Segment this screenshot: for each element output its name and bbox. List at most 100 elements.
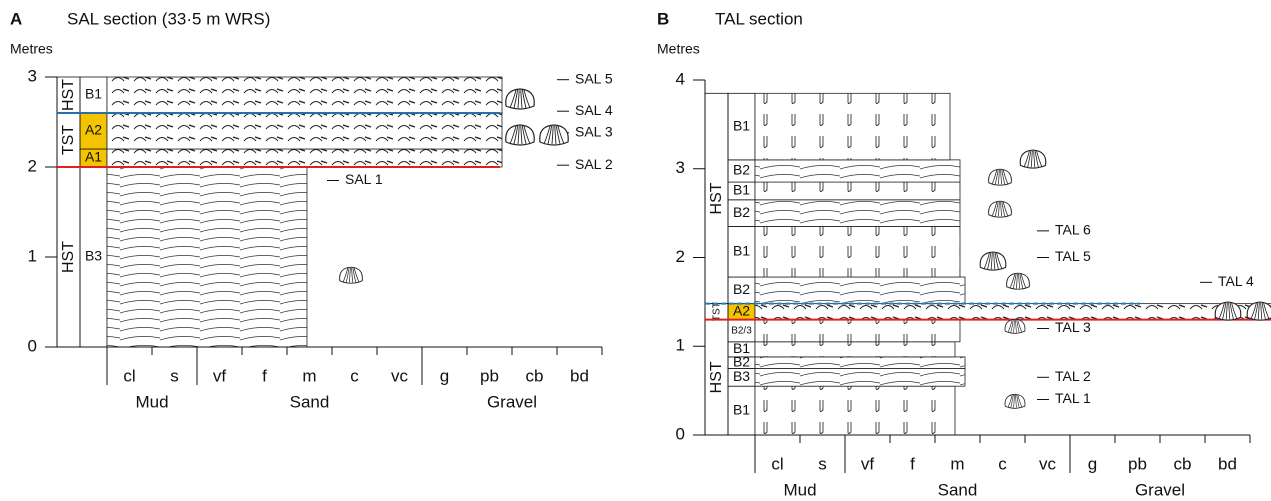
y-axis-label: Metres xyxy=(657,41,700,57)
shell-outline xyxy=(979,251,1007,271)
grain-size-label: f xyxy=(910,454,915,473)
shell-rib xyxy=(509,125,517,145)
unit-label: A1 xyxy=(85,149,102,165)
shell-rib xyxy=(1007,319,1013,333)
grain-size-label: pb xyxy=(480,366,499,385)
shell-rib xyxy=(345,267,350,283)
lithology-fill xyxy=(755,303,1271,320)
panel-letter: B xyxy=(657,9,669,28)
grain-size-label: vc xyxy=(1039,454,1057,473)
shell-rib xyxy=(991,169,998,185)
y-tick-label: 1 xyxy=(676,336,685,355)
shell-rib xyxy=(353,267,360,283)
lithology-fill xyxy=(107,149,502,167)
lithology-fill xyxy=(755,386,955,435)
shell-rib xyxy=(1013,319,1015,333)
tract-label: HST xyxy=(708,182,725,214)
grain-group-label: Mud xyxy=(783,480,816,499)
unit-label: B2 xyxy=(733,162,750,178)
sample-label: TAL 4 xyxy=(1218,273,1254,289)
grain-size-label: c xyxy=(998,454,1007,473)
shell-outline xyxy=(1214,301,1242,321)
shell-icon xyxy=(988,200,1012,218)
grain-size-label: cl xyxy=(771,454,783,473)
shell-rib xyxy=(1030,150,1033,168)
grain-size-label: bd xyxy=(570,366,589,385)
shell-rib xyxy=(520,89,523,109)
y-tick-label: 3 xyxy=(28,66,37,85)
lithology-fill xyxy=(107,167,307,347)
shell-rib xyxy=(990,252,993,270)
shell-rib xyxy=(1018,273,1020,289)
shell-rib xyxy=(1017,319,1023,333)
grain-size-label: m xyxy=(302,366,316,385)
shell-rib xyxy=(352,267,357,283)
shell-rib xyxy=(349,267,351,283)
panel-title: SAL section (33·5 m WRS) xyxy=(67,9,270,28)
sample-label: TAL 1 xyxy=(1055,390,1091,406)
lithology-fill xyxy=(107,77,502,113)
shell-rib xyxy=(1254,302,1259,320)
unit-label: B1 xyxy=(85,86,102,102)
grain-size-label: bd xyxy=(1218,454,1237,473)
sample-label: SAL 5 xyxy=(575,70,613,86)
unit-label: B1 xyxy=(733,117,750,133)
lithology-fill xyxy=(755,277,965,304)
shell-outline xyxy=(988,168,1012,186)
tract-label: HST xyxy=(60,79,77,111)
shell-rib xyxy=(520,125,523,145)
sample-label: SAL 4 xyxy=(575,102,613,118)
shell-rib xyxy=(991,201,998,217)
shell-rib xyxy=(342,267,349,283)
shell-rib xyxy=(993,252,996,270)
shell-rib xyxy=(994,201,999,217)
shell-outline xyxy=(1004,393,1026,409)
shell-rib xyxy=(1228,302,1231,320)
unit-label: B2 xyxy=(733,204,750,220)
shell-rib xyxy=(1019,273,1024,289)
shell-rib xyxy=(554,125,557,145)
grain-size-label: cb xyxy=(526,366,544,385)
unit-box xyxy=(79,166,108,348)
shell-rib xyxy=(1023,150,1030,168)
shell-rib xyxy=(1250,302,1257,320)
grain-size-label: f xyxy=(262,366,267,385)
panel-title: TAL section xyxy=(715,9,803,28)
sample-label: SAL 3 xyxy=(575,124,613,140)
shell-rib xyxy=(1002,201,1009,217)
shell-icon xyxy=(339,266,363,284)
lithology-fill xyxy=(755,319,960,342)
y-tick-label: 2 xyxy=(28,156,37,175)
shell-rib xyxy=(1000,169,1002,185)
lithology-fill xyxy=(755,341,955,357)
sample-label: TAL 6 xyxy=(1055,222,1091,238)
shell-rib xyxy=(1016,394,1020,408)
y-tick-label: 4 xyxy=(676,69,685,88)
shell-rib xyxy=(557,125,565,145)
shell-icon xyxy=(1004,393,1026,409)
shell-outline xyxy=(505,124,535,146)
shell-rib xyxy=(513,89,519,109)
tract-label: HST xyxy=(60,241,77,273)
lithology-fill xyxy=(755,226,960,278)
shell-rib xyxy=(1017,394,1023,408)
sample-label: TAL 3 xyxy=(1055,319,1091,335)
grain-group-label: Sand xyxy=(290,392,330,411)
shell-icon xyxy=(979,251,1007,271)
shell-rib xyxy=(1036,150,1043,168)
shell-rib xyxy=(1016,319,1020,333)
unit-label: B1 xyxy=(733,242,750,258)
shell-rib xyxy=(1218,302,1225,320)
unit-label: B1 xyxy=(733,340,750,356)
unit-label: B2 xyxy=(733,281,750,297)
grain-size-label: g xyxy=(1088,454,1097,473)
unit-label: B3 xyxy=(733,368,750,384)
unit-box xyxy=(79,76,108,114)
grain-size-label: vf xyxy=(213,366,227,385)
shell-icon xyxy=(1019,149,1047,169)
shell-rib xyxy=(1001,201,1006,217)
unit-label: A2 xyxy=(85,122,102,138)
shell-rib xyxy=(1027,150,1032,168)
grain-size-label: vf xyxy=(861,454,875,473)
lithology-fill xyxy=(755,159,960,183)
